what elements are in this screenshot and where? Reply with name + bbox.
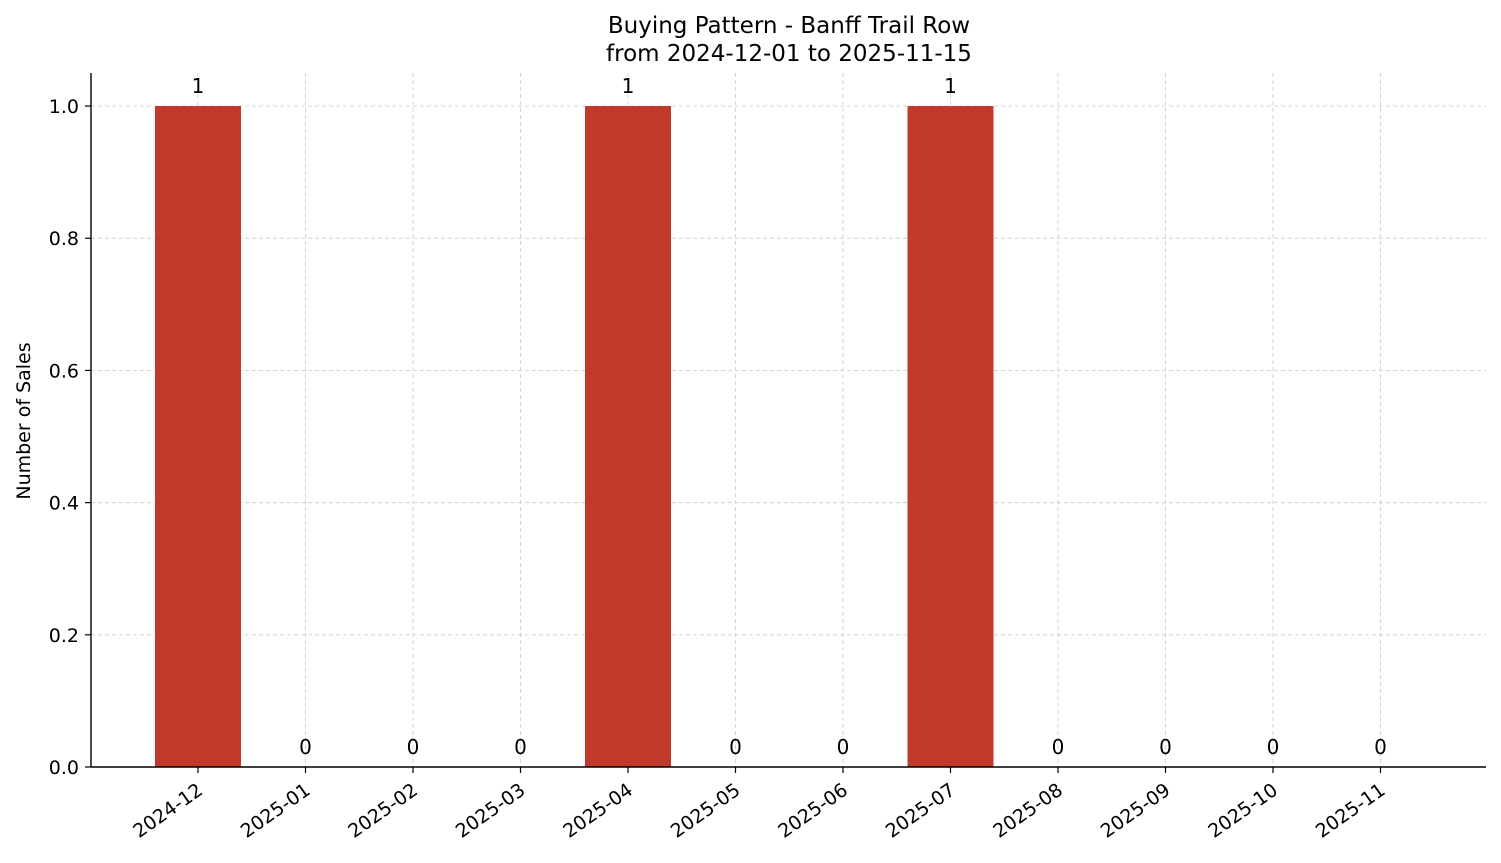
- y-tick-label: 0.4: [49, 493, 79, 515]
- y-tick-label: 0.8: [49, 228, 79, 250]
- bar-value-label: 1: [944, 74, 957, 98]
- bar-value-label: 0: [1159, 735, 1172, 759]
- bar-value-label: 0: [407, 735, 420, 759]
- bar-value-label: 0: [1374, 735, 1387, 759]
- labels: 0.0 0.2 0.4 0.6 0.8 1.0 1 2024-12 0 2025-01 0 2025-…: [49, 74, 1390, 843]
- bar-value-label: 0: [729, 735, 742, 759]
- y-tick-label: 0.6: [49, 360, 79, 382]
- bar: [155, 106, 241, 768]
- bar-value-label: 0: [514, 735, 527, 759]
- y-tick-label: 0.2: [49, 625, 79, 647]
- x-tick-label: 2025-08: [989, 779, 1067, 843]
- y-tick-label: 0.0: [49, 757, 79, 779]
- x-tick-label: 2025-09: [1097, 779, 1175, 843]
- axes: [85, 73, 1486, 773]
- bar: [907, 106, 994, 768]
- chart-subtitle: from 2024-12-01 to 2025-11-15: [606, 41, 972, 67]
- y-tick-label: 1.0: [49, 96, 79, 118]
- chart-title: Buying Pattern - Banff Trail Row: [608, 13, 970, 39]
- x-tick-label: 2025-04: [559, 779, 637, 843]
- x-tick-label: 2025-11: [1312, 779, 1390, 843]
- bar-value-label: 1: [192, 74, 205, 98]
- bars: [155, 106, 994, 768]
- x-tick-label: 2025-06: [774, 779, 852, 843]
- x-tick-label: 2025-10: [1204, 779, 1282, 843]
- x-tick-label: 2025-01: [237, 779, 315, 843]
- bar-value-label: 0: [837, 735, 850, 759]
- bar: [585, 106, 671, 768]
- bar-value-label: 0: [1267, 735, 1280, 759]
- x-tick-label: 2025-07: [882, 779, 960, 843]
- bar-value-label: 1: [622, 74, 635, 98]
- x-tick-label: 2025-05: [667, 779, 745, 843]
- y-axis-label: Number of Sales: [13, 342, 35, 499]
- bar-value-label: 0: [1052, 735, 1065, 759]
- x-tick-label: 2024-12: [129, 779, 207, 843]
- x-tick-label: 2025-03: [452, 779, 530, 843]
- x-tick-label: 2025-02: [344, 779, 422, 843]
- bar-value-label: 0: [299, 735, 312, 759]
- grid: [91, 73, 1486, 768]
